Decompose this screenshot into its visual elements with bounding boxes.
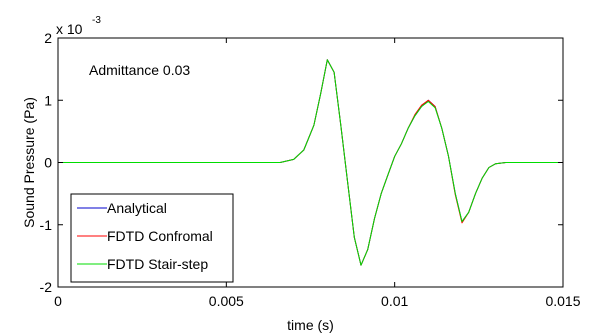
y-tick-label: 1 bbox=[44, 92, 52, 108]
series-line-3 bbox=[58, 59, 563, 266]
y-tick-label: -1 bbox=[40, 217, 53, 233]
x-tick-label: 0.015 bbox=[545, 293, 580, 309]
legend-label-2: FDTD Confromal bbox=[107, 228, 213, 244]
y-tick-label: 0 bbox=[44, 155, 52, 171]
x-axis-label: time (s) bbox=[287, 317, 334, 333]
ticks-layer: 0 0.005 0.01 0.015 -2 -1 0 1 2 bbox=[40, 30, 581, 309]
y-exponent-power: -3 bbox=[92, 15, 101, 26]
legend: Analytical FDTD Confromal FDTD Stair-step bbox=[70, 193, 234, 283]
y-exponent-base: x 10 bbox=[56, 21, 83, 37]
y-tick-label: -2 bbox=[40, 279, 53, 295]
x-tick-label: 0.005 bbox=[209, 293, 244, 309]
legend-label-3: FDTD Stair-step bbox=[107, 256, 208, 272]
legend-label-1: Analytical bbox=[107, 200, 167, 216]
series-layer bbox=[58, 59, 563, 266]
legend-box bbox=[70, 193, 234, 283]
chart-annotation: Admittance 0.03 bbox=[89, 62, 190, 78]
y-axis-label: Sound Pressure (Pa) bbox=[21, 97, 37, 228]
x-tick-label: 0.01 bbox=[381, 293, 408, 309]
x-tick-label: 0 bbox=[54, 293, 62, 309]
y-tick-label: 2 bbox=[44, 30, 52, 46]
